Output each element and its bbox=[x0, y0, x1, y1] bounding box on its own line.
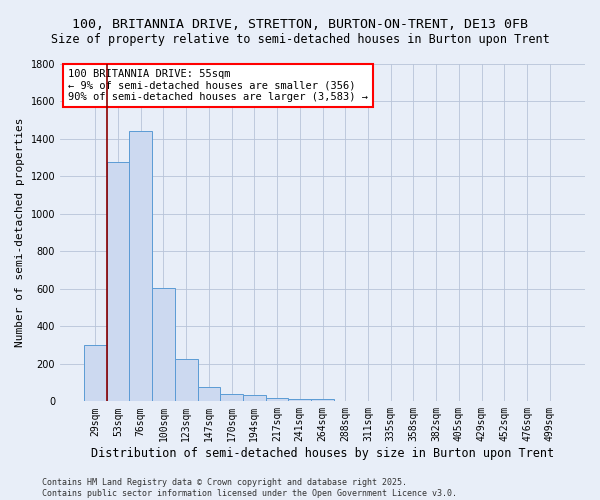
Bar bbox=[220, 394, 243, 402]
Bar bbox=[107, 162, 130, 402]
Bar bbox=[289, 400, 311, 402]
Text: 100, BRITANNIA DRIVE, STRETTON, BURTON-ON-TRENT, DE13 0FB: 100, BRITANNIA DRIVE, STRETTON, BURTON-O… bbox=[72, 18, 528, 30]
Bar bbox=[311, 400, 334, 402]
X-axis label: Distribution of semi-detached houses by size in Burton upon Trent: Distribution of semi-detached houses by … bbox=[91, 447, 554, 460]
Y-axis label: Number of semi-detached properties: Number of semi-detached properties bbox=[15, 118, 25, 348]
Bar bbox=[84, 345, 107, 402]
Text: Size of property relative to semi-detached houses in Burton upon Trent: Size of property relative to semi-detach… bbox=[50, 32, 550, 46]
Bar bbox=[197, 388, 220, 402]
Bar bbox=[175, 359, 197, 402]
Text: 100 BRITANNIA DRIVE: 55sqm
← 9% of semi-detached houses are smaller (356)
90% of: 100 BRITANNIA DRIVE: 55sqm ← 9% of semi-… bbox=[68, 69, 368, 102]
Bar bbox=[266, 398, 289, 402]
Text: Contains HM Land Registry data © Crown copyright and database right 2025.
Contai: Contains HM Land Registry data © Crown c… bbox=[42, 478, 457, 498]
Bar bbox=[130, 130, 152, 402]
Bar bbox=[152, 288, 175, 402]
Bar bbox=[243, 395, 266, 402]
